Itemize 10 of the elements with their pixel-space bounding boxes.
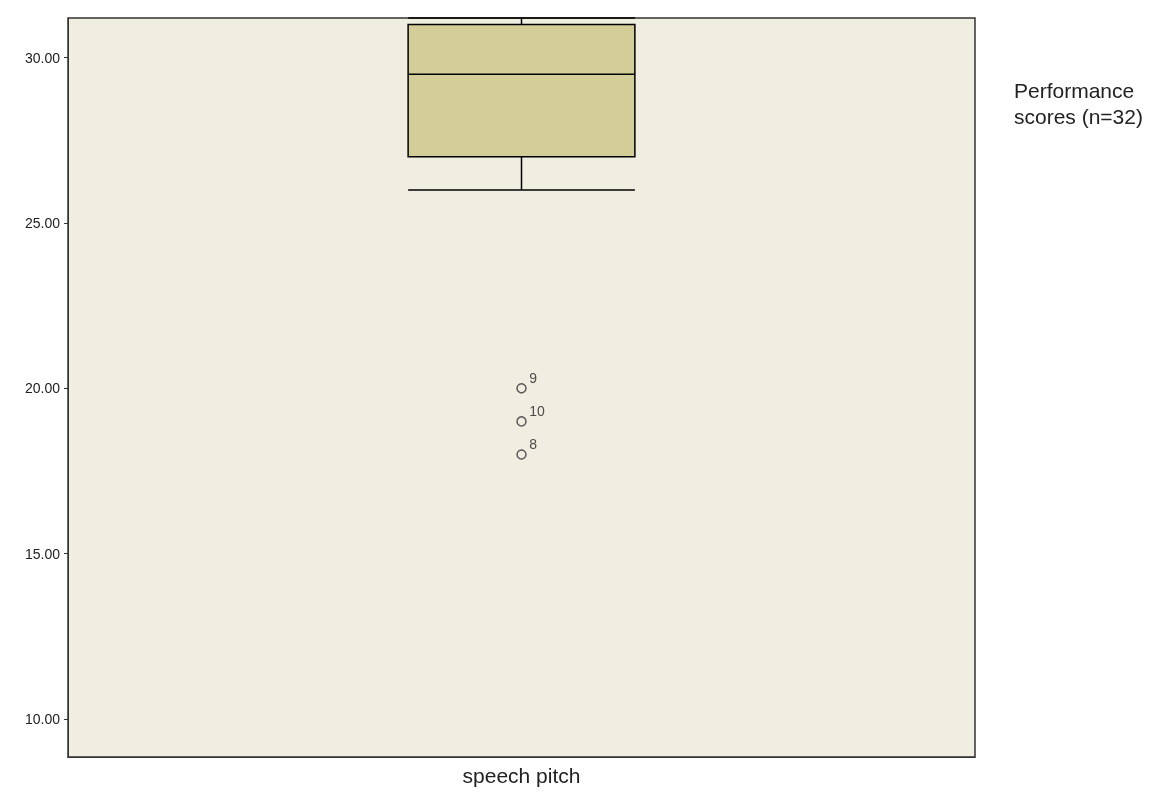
y-tick-label: 25.00: [24, 215, 61, 231]
y-tick-label: 20.00: [24, 380, 61, 397]
y-tick-label: 30.00: [24, 49, 61, 66]
y-tick-label: 10.00: [24, 710, 61, 727]
text: Performance scores (n=32): [1014, 78, 1143, 128]
annotation: 10: [529, 402, 546, 419]
annotation: 8: [529, 435, 538, 452]
annotation: 9: [529, 369, 538, 386]
y-tick-label: 15.00: [24, 545, 61, 562]
x-tick-label: speech pitch: [462, 764, 581, 787]
